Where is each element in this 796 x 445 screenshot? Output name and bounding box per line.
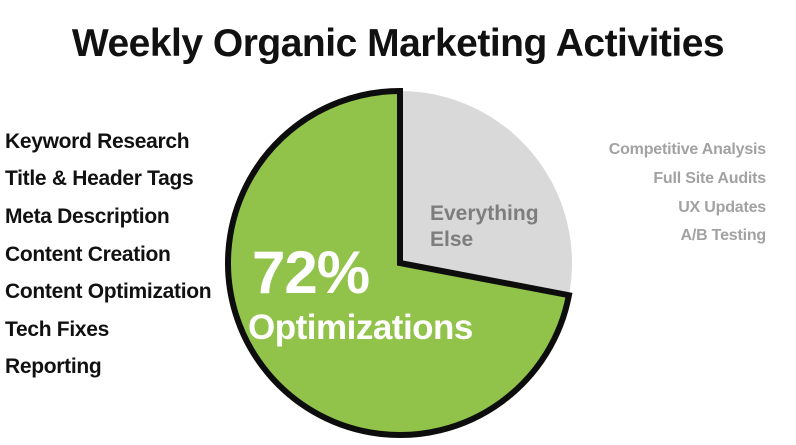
secondary-activity-item: UX Updates — [678, 198, 766, 216]
everything-else-line1: Everything — [430, 202, 539, 225]
pie-slice-optimizations — [224, 87, 573, 438]
activity-item: Content Optimization — [5, 280, 212, 304]
activities-list: Keyword Research Title & Header Tags Met… — [5, 123, 212, 386]
slide-title: Weekly Organic Marketing Activities — [71, 22, 725, 65]
activity-item: Meta Description — [5, 204, 170, 228]
activity-item: Tech Fixes — [5, 317, 109, 341]
activity-item: Title & Header Tags — [5, 167, 194, 191]
everything-else-label: Everything Else — [430, 201, 539, 253]
pie-main-slice-label: 72% Optimizations — [248, 239, 473, 346]
activity-item: Keyword Research — [5, 129, 190, 153]
activity-item: Reporting — [5, 355, 102, 379]
secondary-activity-item: Full Site Audits — [653, 170, 766, 188]
activity-item: Content Creation — [5, 242, 171, 266]
pie-slice-everything-else — [400, 91, 572, 296]
secondary-activities-list: Competitive Analysis Full Site Audits UX… — [609, 136, 766, 251]
secondary-activity-item: Competitive Analysis — [608, 141, 766, 159]
secondary-activity-item: A/B Testing — [680, 227, 766, 245]
everything-else-line2: Else — [430, 228, 474, 251]
pie-percent-label: 72% — [252, 239, 370, 306]
pie-slice-name-label: Optimizations — [248, 308, 473, 347]
